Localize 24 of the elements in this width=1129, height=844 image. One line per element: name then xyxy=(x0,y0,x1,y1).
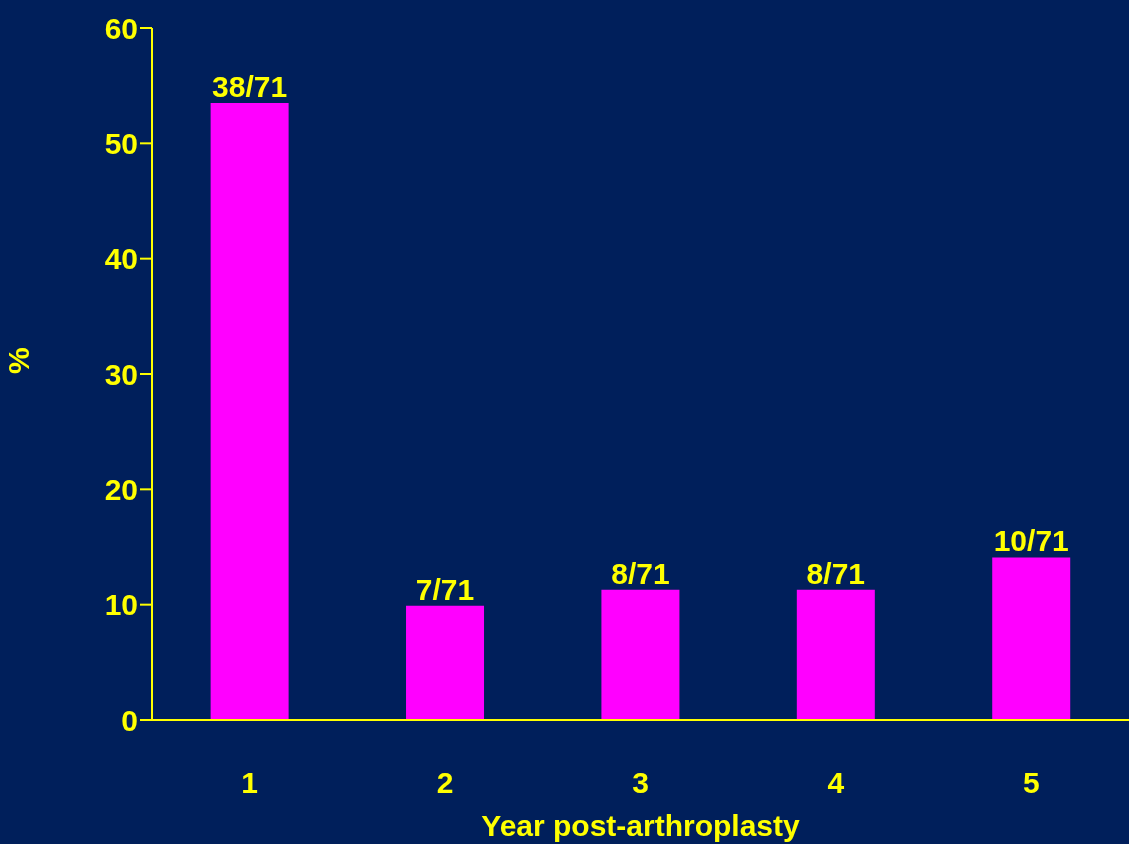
x-axis-title: Year post-arthroplasty xyxy=(481,809,801,842)
data-label: 38/71 xyxy=(212,69,288,103)
bar xyxy=(992,557,1071,720)
data-label: 8/71 xyxy=(611,556,670,590)
bar xyxy=(210,102,289,720)
x-tick-label: 5 xyxy=(1022,766,1040,800)
bar xyxy=(601,589,680,720)
x-tick-label: 1 xyxy=(241,766,259,800)
data-label: 10/71 xyxy=(993,524,1069,558)
x-tick-label: 3 xyxy=(632,766,649,800)
y-axis-title: % xyxy=(1,347,35,374)
bar xyxy=(796,589,875,720)
y-tick-label: 30 xyxy=(104,357,138,391)
x-tick-label: 2 xyxy=(436,766,454,800)
y-tick-label: 20 xyxy=(104,472,138,506)
y-tick-label: 10 xyxy=(104,588,138,622)
y-tick-label: 60 xyxy=(104,11,138,45)
y-tick-label: 50 xyxy=(104,126,138,160)
y-tick-label: 0 xyxy=(121,703,138,737)
data-label: 8/71 xyxy=(806,556,866,590)
bar xyxy=(406,605,485,720)
y-tick-label: 40 xyxy=(104,242,138,276)
data-label: 7/71 xyxy=(415,572,475,606)
x-tick-label: 4 xyxy=(827,766,845,800)
